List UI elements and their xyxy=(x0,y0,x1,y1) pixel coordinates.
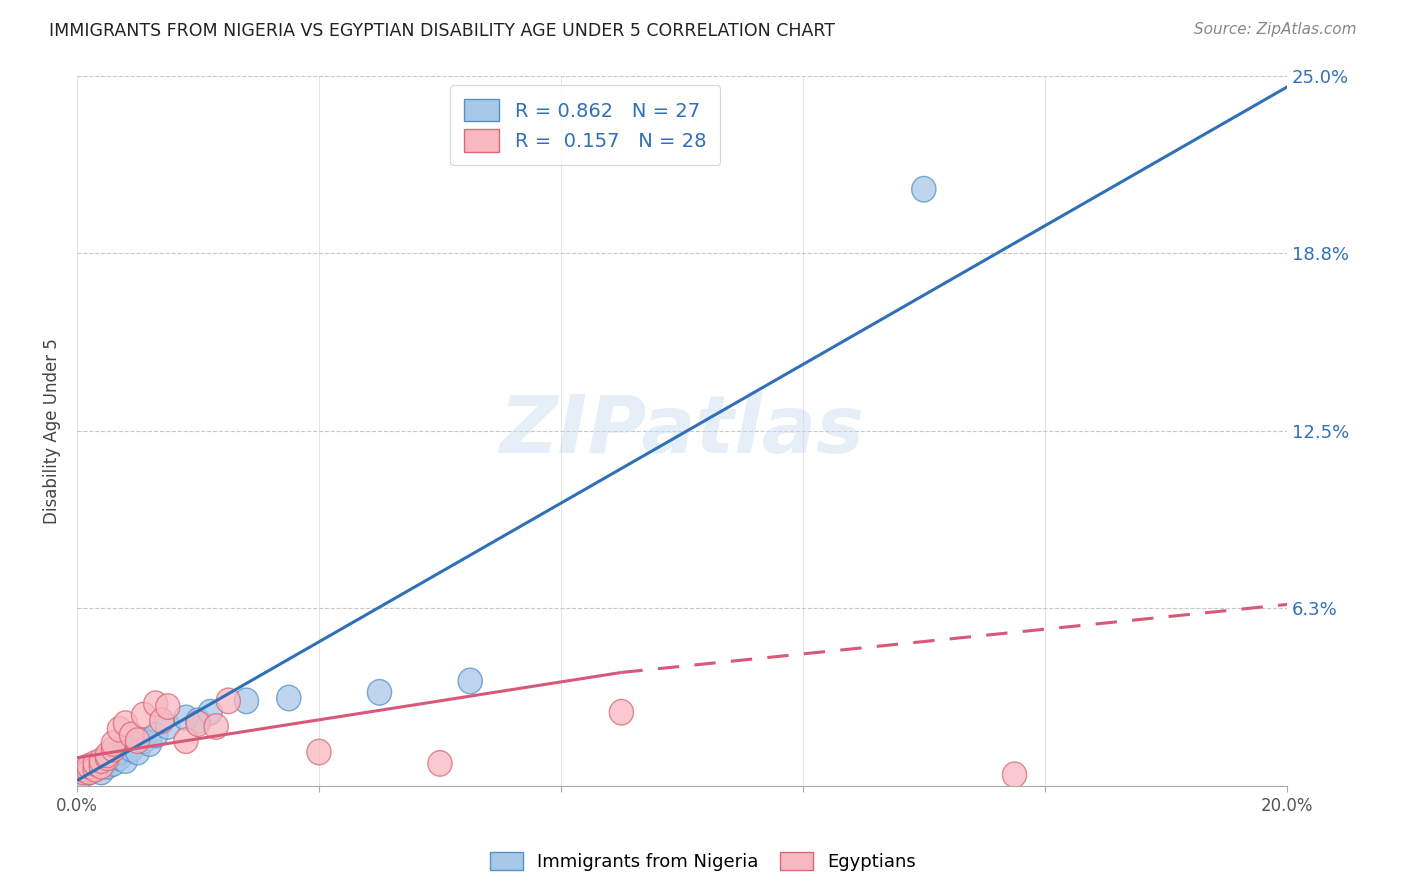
Legend: R = 0.862   N = 27, R =  0.157   N = 28: R = 0.862 N = 27, R = 0.157 N = 28 xyxy=(450,86,720,165)
Ellipse shape xyxy=(89,754,114,779)
Ellipse shape xyxy=(174,728,198,754)
Ellipse shape xyxy=(107,716,132,742)
Ellipse shape xyxy=(911,177,936,202)
Text: Source: ZipAtlas.com: Source: ZipAtlas.com xyxy=(1194,22,1357,37)
Ellipse shape xyxy=(77,759,101,785)
Ellipse shape xyxy=(125,728,149,754)
Ellipse shape xyxy=(107,745,132,771)
Ellipse shape xyxy=(186,711,209,737)
Text: IMMIGRANTS FROM NIGERIA VS EGYPTIAN DISABILITY AGE UNDER 5 CORRELATION CHART: IMMIGRANTS FROM NIGERIA VS EGYPTIAN DISA… xyxy=(49,22,835,40)
Ellipse shape xyxy=(277,685,301,711)
Ellipse shape xyxy=(156,714,180,739)
Ellipse shape xyxy=(83,756,107,782)
Y-axis label: Disability Age Under 5: Disability Age Under 5 xyxy=(44,338,60,524)
Ellipse shape xyxy=(96,745,120,771)
Ellipse shape xyxy=(77,759,101,785)
Ellipse shape xyxy=(143,723,167,747)
Ellipse shape xyxy=(89,759,114,785)
Ellipse shape xyxy=(138,731,162,756)
Ellipse shape xyxy=(120,723,143,747)
Ellipse shape xyxy=(149,708,174,733)
Ellipse shape xyxy=(83,756,107,782)
Ellipse shape xyxy=(367,680,392,706)
Ellipse shape xyxy=(1002,762,1026,788)
Ellipse shape xyxy=(96,742,120,768)
Ellipse shape xyxy=(132,728,156,754)
Ellipse shape xyxy=(114,711,138,737)
Ellipse shape xyxy=(114,747,138,773)
Ellipse shape xyxy=(156,694,180,719)
Ellipse shape xyxy=(186,708,209,733)
Ellipse shape xyxy=(96,747,120,773)
Ellipse shape xyxy=(217,688,240,714)
Ellipse shape xyxy=(83,754,107,779)
Ellipse shape xyxy=(107,739,132,764)
Ellipse shape xyxy=(198,699,222,725)
Ellipse shape xyxy=(132,702,156,728)
Ellipse shape xyxy=(609,699,634,725)
Ellipse shape xyxy=(77,754,101,779)
Ellipse shape xyxy=(101,750,125,776)
Ellipse shape xyxy=(89,747,114,773)
Ellipse shape xyxy=(307,739,330,764)
Ellipse shape xyxy=(89,750,114,776)
Ellipse shape xyxy=(101,731,125,756)
Ellipse shape xyxy=(143,691,167,716)
Ellipse shape xyxy=(174,706,198,731)
Ellipse shape xyxy=(458,668,482,694)
Ellipse shape xyxy=(77,756,101,782)
Ellipse shape xyxy=(83,750,107,776)
Ellipse shape xyxy=(125,739,149,764)
Ellipse shape xyxy=(235,688,259,714)
Ellipse shape xyxy=(101,737,125,762)
Ellipse shape xyxy=(72,756,96,782)
Ellipse shape xyxy=(72,759,96,785)
Ellipse shape xyxy=(72,762,96,788)
Ellipse shape xyxy=(204,714,228,739)
Ellipse shape xyxy=(96,754,120,779)
Ellipse shape xyxy=(120,737,143,762)
Legend: Immigrants from Nigeria, Egyptians: Immigrants from Nigeria, Egyptians xyxy=(482,845,924,879)
Ellipse shape xyxy=(427,750,453,776)
Text: ZIPatlas: ZIPatlas xyxy=(499,392,865,470)
